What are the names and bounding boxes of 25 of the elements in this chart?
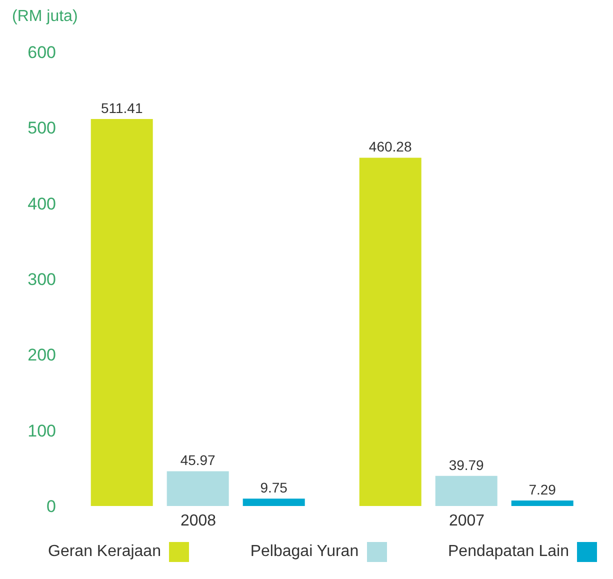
data-label: 39.79 <box>448 456 484 473</box>
bar <box>359 158 422 506</box>
data-label: 511.41 <box>100 100 143 116</box>
data-label: 7.29 <box>528 481 556 498</box>
bar <box>166 471 229 506</box>
y-tick-label: 600 <box>28 43 56 62</box>
legend-label: Pendapatan Lain <box>448 543 569 561</box>
y-tick-label: 300 <box>28 270 56 290</box>
data-label: 45.97 <box>180 452 216 468</box>
y-axis-title: (RM juta) <box>11 8 79 27</box>
bar <box>435 476 498 506</box>
bar <box>242 498 305 506</box>
y-tick-label: 200 <box>28 346 56 365</box>
y-tick-label: 0 <box>46 497 56 516</box>
y-tick-label: 100 <box>28 421 56 440</box>
y-tick-label: 500 <box>28 118 56 138</box>
x-tick-label: 2008 <box>180 512 216 530</box>
data-label: 460.28 <box>368 138 412 155</box>
y-tick-label: 400 <box>28 194 56 214</box>
legend-label: Geran Kerajaan <box>48 543 161 561</box>
x-tick-label: 2007 <box>448 512 485 530</box>
bar <box>511 500 574 506</box>
legend-label: Pelbagai Yuran <box>250 543 359 561</box>
bar <box>90 119 153 506</box>
data-label: 9.75 <box>260 480 288 496</box>
